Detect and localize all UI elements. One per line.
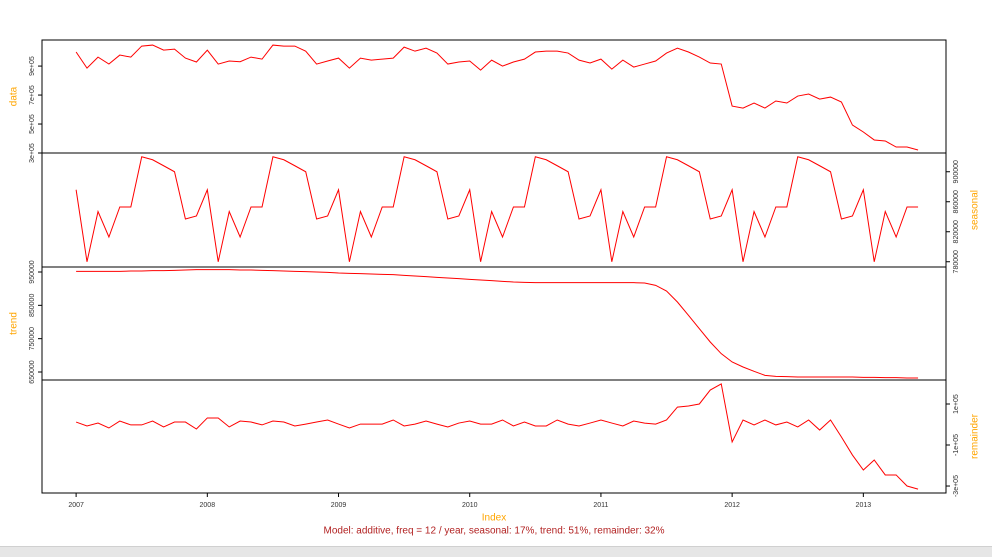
x-tick-label: 2008 bbox=[200, 502, 216, 509]
y-tick-label: 650000 bbox=[29, 360, 36, 383]
y-axis-label: remainder bbox=[970, 413, 981, 459]
y-tick-label: 750000 bbox=[29, 327, 36, 350]
y-tick-label: 780000 bbox=[953, 250, 960, 273]
y-axis-label: trend bbox=[9, 312, 20, 335]
y-tick-label: 7e+05 bbox=[29, 85, 36, 105]
data-line bbox=[75, 156, 919, 262]
panel-frame bbox=[41, 152, 947, 268]
y-tick-label: 820000 bbox=[953, 220, 960, 243]
data-line bbox=[75, 383, 919, 490]
caption: Model: additive, freq = 12 / year, seaso… bbox=[323, 526, 664, 537]
y-tick-label: 860000 bbox=[953, 190, 960, 213]
y-tick-label: 850000 bbox=[29, 294, 36, 317]
x-tick-label: 2007 bbox=[68, 502, 84, 509]
panel-frame bbox=[41, 266, 947, 381]
y-tick-label: 9e+05 bbox=[29, 56, 36, 76]
y-tick-label: 5e+05 bbox=[29, 114, 36, 134]
y-tick-label: 950000 bbox=[29, 260, 36, 283]
panel-frame bbox=[41, 379, 947, 494]
y-tick-label: 900000 bbox=[953, 160, 960, 183]
panel-frame bbox=[41, 39, 947, 154]
x-tick-label: 2010 bbox=[462, 502, 478, 509]
x-tick-label: 2011 bbox=[593, 502, 608, 509]
data-line bbox=[76, 269, 919, 379]
data-line bbox=[75, 44, 919, 151]
x-axis-label: Index bbox=[482, 513, 506, 524]
status-bar bbox=[0, 546, 992, 557]
y-axis-label: data bbox=[9, 86, 20, 106]
y-tick-label: 3e+05 bbox=[29, 143, 36, 163]
y-tick-label: -3e+05 bbox=[953, 475, 960, 497]
y-tick-label: -1e+05 bbox=[953, 434, 960, 456]
y-axis-label: seasonal bbox=[970, 190, 981, 230]
x-tick-label: 2013 bbox=[856, 502, 872, 509]
x-tick-label: 2012 bbox=[724, 502, 740, 509]
y-tick-label: 1e+05 bbox=[953, 394, 960, 414]
x-tick-label: 2009 bbox=[331, 502, 347, 509]
